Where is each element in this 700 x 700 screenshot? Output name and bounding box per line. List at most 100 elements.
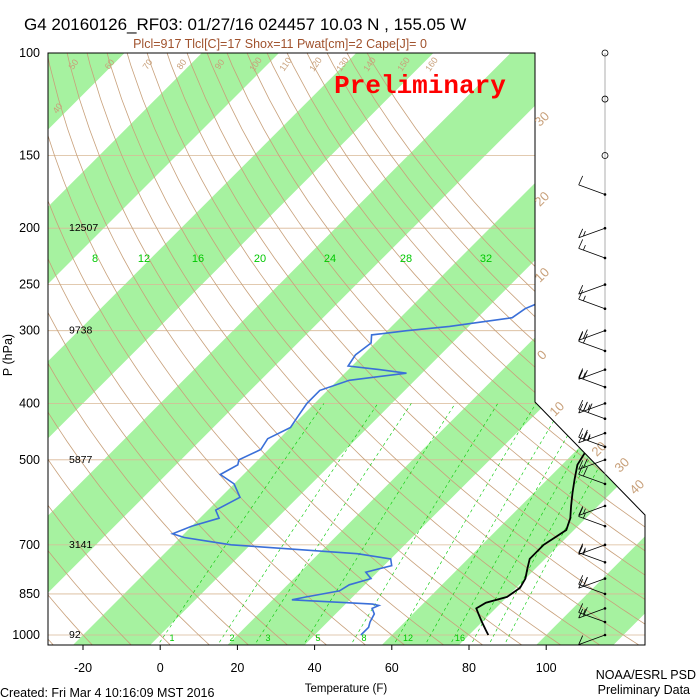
wind-barb <box>578 332 607 353</box>
y-tick-label: 100 <box>19 46 40 60</box>
wind-barb <box>578 175 607 196</box>
isotherm-band <box>48 53 461 645</box>
mixing-ratio-line <box>392 403 537 645</box>
dry-adiabat-line <box>48 53 95 645</box>
wind-barb <box>578 289 607 310</box>
wind-barb <box>578 399 607 421</box>
y-tick-label: 300 <box>19 324 40 338</box>
mixing-ratio-line <box>349 403 499 645</box>
wind-barbs <box>578 49 609 645</box>
wind-barb <box>578 504 607 516</box>
chart-title: G4 20160126_RF03: 01/27/16 024457 10.03 … <box>24 15 466 34</box>
wind-barb <box>578 402 607 414</box>
isotherm-bands <box>48 26 700 647</box>
dry-adiabat-line <box>48 53 408 645</box>
wind-calm <box>601 49 609 57</box>
mixing-ratio-line <box>423 403 565 645</box>
dry-adiabat-line <box>99 53 604 645</box>
mixing-ratio-line <box>448 403 587 645</box>
isotherm-band <box>688 26 700 647</box>
wind-barb <box>578 633 607 645</box>
wind-barb <box>578 239 607 260</box>
dry-adiabat-lines <box>48 53 645 645</box>
dry-adiabat-line <box>273 53 645 645</box>
wind-calm <box>601 95 609 103</box>
wind-barb <box>578 283 607 295</box>
dry-adiabat-line <box>60 53 526 645</box>
x-tick-label: 40 <box>308 661 322 675</box>
wind-barb <box>578 543 607 564</box>
dry-adiabat-line <box>157 53 645 645</box>
x-tick-label: 60 <box>385 661 399 675</box>
mixing-ratio-line <box>487 403 621 645</box>
mixing-ratio-line <box>469 403 606 645</box>
dry-adiabat-line <box>48 53 252 645</box>
isotherm-band <box>48 53 615 645</box>
wind-barb <box>578 575 607 596</box>
mixing-ratio-label: 16 <box>192 253 204 265</box>
dry-adiabat-label: 80 <box>175 57 189 71</box>
y-tick-label: 850 <box>19 587 40 601</box>
mixing-ratio-lines <box>156 403 635 645</box>
dry-adiabat-line <box>79 53 565 645</box>
mixing-ratio-label: 28 <box>400 253 412 265</box>
mixing-ratio-label: 20 <box>254 253 266 265</box>
altitude-label: 3141 <box>69 539 93 551</box>
credit-org: NOAA/ESRL PSD <box>596 668 696 682</box>
mixing-ratio-label: 32 <box>480 253 492 265</box>
temperature-line <box>475 186 645 636</box>
dry-adiabat-line <box>293 53 645 645</box>
mixing-ratio-label: 2 <box>229 633 234 643</box>
mixing-ratio-line <box>156 403 325 645</box>
sounding-series <box>170 186 645 636</box>
altitude-label: 92 <box>69 629 81 641</box>
y-tick-label: 200 <box>19 221 40 235</box>
dry-adiabat-label: 40 <box>51 101 65 115</box>
dry-adiabat-line <box>48 53 369 645</box>
wind-barb <box>578 465 607 486</box>
dry-adiabat-line <box>48 53 174 645</box>
wind-barb <box>578 329 607 341</box>
mixing-ratio-label: 1 <box>169 633 174 643</box>
y-tick-label: 500 <box>19 453 40 467</box>
dry-adiabat-label: 50 <box>67 57 81 71</box>
wind-calm <box>601 152 609 159</box>
dry-adiabat-line <box>176 53 645 645</box>
dry-adiabat-line <box>48 53 330 645</box>
y-axis-label: P (hPa) <box>1 334 15 376</box>
dry-adiabat-line <box>118 53 643 645</box>
plot-border <box>47 52 646 646</box>
wind-barb <box>578 368 607 389</box>
mixing-ratio-label: 24 <box>324 253 336 265</box>
mixing-ratio-label: 8 <box>361 633 366 643</box>
preliminary-watermark: Preliminary <box>334 71 506 101</box>
isotherm-label: 40 <box>626 476 647 497</box>
chart-subtitle: Plcl=917 Tlcl[C]=17 Shox=11 Pwat[cm]=2 C… <box>133 37 427 51</box>
plot-area <box>48 26 700 647</box>
wind-barb <box>578 428 607 449</box>
dry-adiabat-line <box>138 53 645 645</box>
altitude-label: 12507 <box>69 222 98 234</box>
dry-adiabat-line <box>48 53 448 645</box>
isotherm-label: 30 <box>611 454 632 475</box>
y-tick-label: 250 <box>19 278 40 292</box>
dry-adiabat-line <box>196 53 645 645</box>
x-axis-ticks: -20 0 20 40 60 80 100 <box>74 645 557 675</box>
wind-barb <box>578 226 607 239</box>
y-axis-ticks: 100 150 200 250 300 400 500 700 850 1000 <box>12 46 40 642</box>
mixing-ratio-label: 8 <box>92 253 98 265</box>
dry-adiabat-line <box>312 53 645 645</box>
dewpoint-line <box>170 215 588 636</box>
dry-adiabat-line <box>254 53 645 645</box>
isotherm-label: 10 <box>546 398 567 419</box>
isotherm-band <box>48 53 306 645</box>
wind-barb <box>578 368 607 380</box>
y-tick-label: 400 <box>19 396 40 410</box>
mixing-ratio-label: 5 <box>315 633 320 643</box>
y-tick-label: 700 <box>19 538 40 552</box>
wind-barb <box>578 431 607 444</box>
wind-barb <box>578 603 607 624</box>
wind-barb <box>578 458 607 470</box>
dry-adiabat-label: 110 <box>277 56 293 73</box>
